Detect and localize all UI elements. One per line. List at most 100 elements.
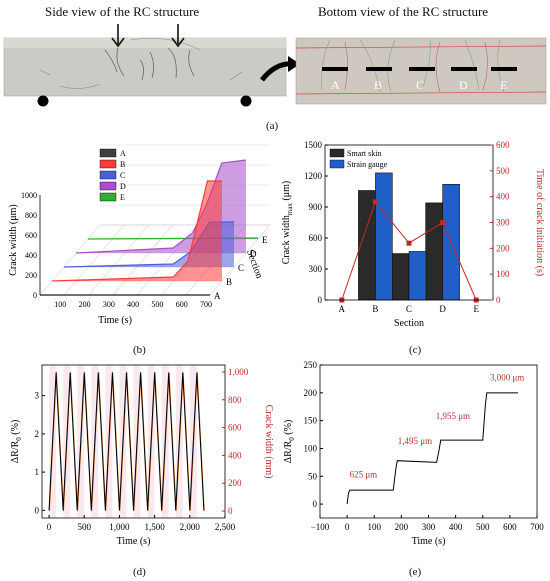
section-label: C xyxy=(238,263,244,273)
grid-line xyxy=(88,224,149,296)
x-tick-label: 2,000 xyxy=(180,522,201,532)
bottom-section-label-a: A xyxy=(331,78,340,92)
y-tick-label: 0 xyxy=(33,291,37,300)
resistance-line xyxy=(48,372,205,511)
y2-tick-label: 1,000 xyxy=(228,367,249,377)
y-tick-label: 800 xyxy=(25,211,37,220)
y-axis-label: ΔR/R0 (%) xyxy=(283,420,296,464)
y-tick-label: 1 xyxy=(35,467,40,477)
load-arrow-icon xyxy=(171,24,185,48)
grid-line xyxy=(39,224,101,296)
legend-label: D xyxy=(120,182,126,191)
initiation-time-point xyxy=(440,220,446,225)
y-axis-label: ΔR/R0 (%) xyxy=(10,420,23,464)
y-tick-label: 250 xyxy=(304,360,318,370)
legend-swatch xyxy=(329,148,345,158)
grid-line xyxy=(112,224,174,296)
step-annotation: 1,955 μm xyxy=(436,411,470,421)
x-tick-label: 1,500 xyxy=(144,522,165,532)
support-dot-icon xyxy=(240,95,252,107)
y-tick-label: 100 xyxy=(304,443,318,453)
y2-tick-label: 400 xyxy=(228,450,242,460)
bottom-section-label-c: C xyxy=(416,78,425,92)
x-tick-label: 600 xyxy=(176,300,188,309)
y2-tick-label: 0 xyxy=(496,295,501,305)
x-tick-label: 700 xyxy=(530,522,544,532)
x-axis-label: Time (s) xyxy=(98,315,132,326)
resistance-step-line xyxy=(346,392,519,505)
x-tick-label: 300 xyxy=(422,522,436,532)
x-tick-label: 600 xyxy=(503,522,517,532)
x-tick-label: 2,500 xyxy=(215,522,236,532)
y-tick-label: 200 xyxy=(304,388,318,398)
x-tick-label: 100 xyxy=(54,300,66,309)
panel-d-label: (d) xyxy=(133,566,146,578)
step-annotation: 625 μm xyxy=(350,469,378,479)
panel-d-line-chart: 0 500 1,000 1,500 2,000 2,500 0 1 2 3 0 200 400 600 80… xyxy=(10,364,274,547)
y-tick-label: 1200 xyxy=(304,171,323,181)
side-view-title: Side view of the RC structure xyxy=(45,4,200,19)
y2-tick-label: 400 xyxy=(496,192,510,202)
legend-label: C xyxy=(120,171,125,180)
panel-c-bar-chart: 0 300 600 900 1200 1500 0 100 200 300 400 500 600 A B C… xyxy=(281,140,545,329)
x-tick-label: 500 xyxy=(77,522,91,532)
step-annotation: 3,000 μm xyxy=(490,373,524,383)
y-tick-label: 600 xyxy=(25,231,37,240)
y-tick-label: 900 xyxy=(309,202,323,212)
legend-swatch xyxy=(99,170,117,180)
x-tick-label: 400 xyxy=(127,300,139,309)
y-tick-label: 0 xyxy=(318,295,323,305)
legend-swatch xyxy=(99,159,117,169)
y-axis-label: Crack widthmax (μm) xyxy=(281,181,294,265)
x-tick-label: 200 xyxy=(79,300,91,309)
x-tick-label: D xyxy=(439,304,446,314)
step-annotation: 1,495 μm xyxy=(398,436,432,446)
x-tick-label: E xyxy=(473,304,479,314)
grid-line xyxy=(64,224,125,296)
bottom-section-label-e: E xyxy=(500,78,508,92)
x-axis-label: Section xyxy=(394,318,424,329)
x-tick-label: 0 xyxy=(345,522,350,532)
bar-smart-skin xyxy=(425,202,443,301)
legend-label: E xyxy=(120,193,125,202)
y-tick-label: 150 xyxy=(304,416,318,426)
legend-label: Strain gauge xyxy=(347,160,388,169)
legend-label: B xyxy=(120,160,125,169)
panel-a-label: (a) xyxy=(266,120,279,132)
y2-axis-label: Crack width (mm) xyxy=(263,405,274,479)
y2-tick-label: 0 xyxy=(228,506,233,516)
panel-a-photos xyxy=(3,24,547,107)
bottom-section-label-b: B xyxy=(374,78,383,92)
section-label: B xyxy=(226,277,232,287)
y-axis-label: Crack width (μm) xyxy=(8,204,19,275)
legend-swatch xyxy=(99,148,117,158)
y-tick-label: 3 xyxy=(35,391,40,401)
panel-c-label: (c) xyxy=(409,344,422,356)
x-tick-label: C xyxy=(406,304,412,314)
x-tick-label: 0 xyxy=(47,522,52,532)
bottom-view-title: Bottom view of the RC structure xyxy=(318,4,489,19)
bar-smart-skin xyxy=(391,253,410,301)
x-tick-label: −100 xyxy=(311,522,330,532)
x-tick-label: 200 xyxy=(395,522,409,532)
section-label: D xyxy=(250,249,257,259)
x-tick-label: 500 xyxy=(476,522,490,532)
y-tick-label: 300 xyxy=(309,264,323,274)
panel-e-label: (e) xyxy=(409,566,422,578)
panel-b-label: (b) xyxy=(133,344,146,356)
load-arrow-icon xyxy=(111,24,125,48)
legend-swatch xyxy=(99,192,117,202)
y-tick-label: 1000 xyxy=(21,191,37,200)
y-tick-label: 2 xyxy=(35,429,40,439)
legend-swatch xyxy=(329,159,345,169)
x-axis-label: Time (s) xyxy=(117,536,151,547)
y2-tick-label: 300 xyxy=(496,218,510,228)
initiation-time-point xyxy=(406,240,412,246)
y-tick-label: 50 xyxy=(308,471,318,481)
y-tick-label: 400 xyxy=(25,251,37,260)
y2-tick-label: 200 xyxy=(496,243,510,253)
x-tick-label: 400 xyxy=(449,522,463,532)
y-tick-label: 0 xyxy=(313,499,318,509)
plot-frame xyxy=(41,364,226,519)
